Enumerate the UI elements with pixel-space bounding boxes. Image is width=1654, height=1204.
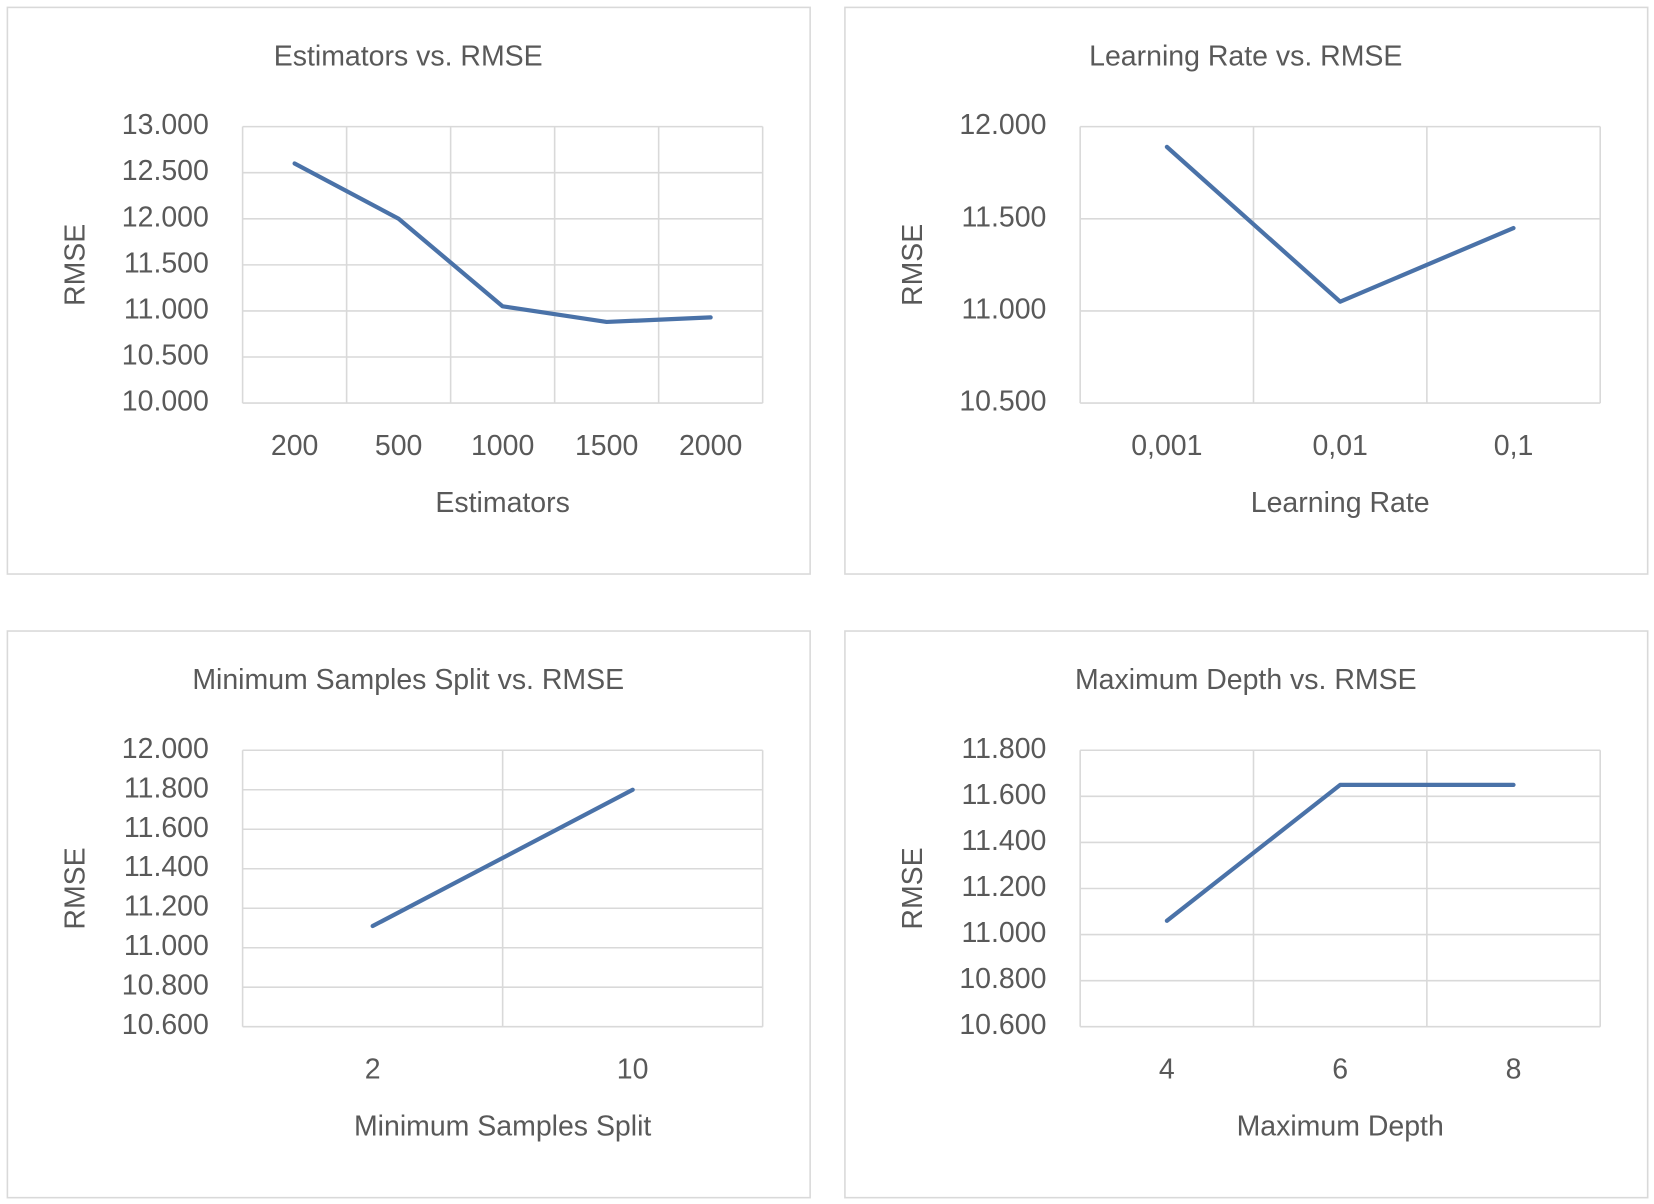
data-line — [1164, 782, 1516, 923]
y-tick-label: 11.400 — [961, 825, 1046, 857]
data-line — [292, 161, 713, 325]
x-tick-label: 2000 — [679, 430, 742, 462]
y-tick-label: 11.500 — [961, 201, 1046, 233]
y-tick-label: 11.200 — [961, 871, 1046, 903]
x-axis-title: Maximum Depth — [1237, 1111, 1444, 1143]
y-tick-label: 10.800 — [959, 963, 1046, 995]
x-tick-label: 1500 — [575, 430, 638, 462]
y-tick-label: 13.000 — [122, 109, 209, 141]
y-tick-label: 10.800 — [122, 970, 209, 1002]
data-line — [370, 787, 635, 929]
panel-border — [6, 6, 811, 575]
y-tick-label: 11.000 — [124, 293, 209, 325]
y-tick-label: 12.000 — [122, 733, 209, 765]
chart-panel: Minimum Samples Split vs. RMSE 10.600 10.8… — [6, 630, 811, 1199]
y-tick-label: 11.600 — [961, 779, 1046, 811]
x-axis-title: Estimators — [435, 487, 569, 519]
panel-border — [6, 630, 811, 1199]
y-tick-label: 10.000 — [122, 386, 209, 418]
x-axis-title: Minimum Samples Split — [354, 1111, 651, 1143]
x-tick-label: 0,01 — [1312, 430, 1367, 462]
panel-border — [844, 630, 1649, 1199]
y-axis-title: RMSE — [897, 224, 929, 306]
y-axis-title: RMSE — [60, 847, 92, 929]
chart-title: Estimators vs. RMSE — [274, 41, 543, 73]
y-tick-label: 10.600 — [122, 1009, 209, 1041]
panel-border — [844, 6, 1649, 575]
x-tick-label: 0,1 — [1494, 430, 1534, 462]
chart-title: Learning Rate vs. RMSE — [1089, 41, 1402, 73]
y-tick-label: 11.200 — [124, 891, 209, 923]
data-line — [1164, 144, 1516, 304]
y-tick-label: 11.000 — [961, 293, 1046, 325]
chart-panel: Learning Rate vs. RMSE 10.500 11.000 11.500… — [844, 6, 1649, 575]
y-axis-title: RMSE — [60, 224, 92, 306]
x-tick-label: 500 — [375, 430, 422, 462]
chart-panel: Estimators vs. RMSE 10.000 10.500 11.000 11.… — [6, 6, 811, 575]
x-tick-label: 8 — [1506, 1054, 1522, 1086]
x-tick-label: 6 — [1332, 1054, 1348, 1086]
chart-title: Maximum Depth vs. RMSE — [1075, 664, 1417, 696]
y-tick-label: 11.000 — [961, 917, 1046, 949]
y-tick-label: 11.000 — [124, 930, 209, 962]
y-axis-title: RMSE — [897, 847, 929, 929]
x-tick-label: 200 — [271, 430, 318, 462]
chart-panel: Maximum Depth vs. RMSE 10.600 10.800 11.000… — [844, 630, 1649, 1199]
x-tick-label: 2 — [365, 1054, 381, 1086]
y-tick-label: 10.600 — [959, 1009, 1046, 1041]
y-tick-label: 12.000 — [959, 109, 1046, 141]
y-tick-label: 11.800 — [124, 772, 209, 804]
y-tick-label: 12.000 — [122, 201, 209, 233]
y-tick-label: 10.500 — [959, 386, 1046, 418]
chart-title: Minimum Samples Split vs. RMSE — [192, 664, 624, 696]
y-tick-label: 12.500 — [122, 155, 209, 187]
y-tick-label: 11.600 — [124, 812, 209, 844]
y-tick-label: 11.400 — [124, 851, 209, 883]
x-tick-label: 0,001 — [1131, 430, 1202, 462]
x-axis-title: Learning Rate — [1251, 487, 1430, 519]
x-tick-label: 1000 — [471, 430, 534, 462]
x-tick-label: 10 — [617, 1054, 649, 1086]
y-tick-label: 11.800 — [961, 733, 1046, 765]
y-tick-label: 11.500 — [124, 247, 209, 279]
y-tick-label: 10.500 — [122, 340, 209, 372]
x-tick-label: 4 — [1159, 1054, 1175, 1086]
